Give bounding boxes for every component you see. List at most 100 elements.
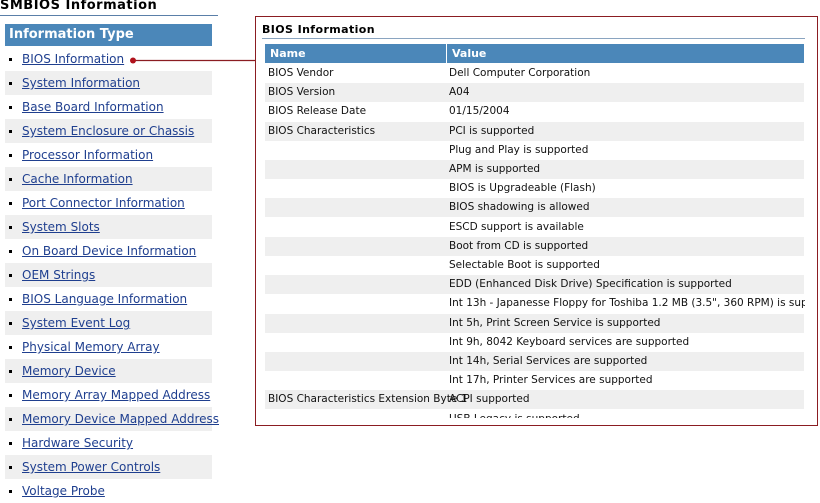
table-row: Boot from CD is supported (265, 236, 804, 256)
table-row: Selectable Boot is supported (265, 256, 804, 275)
value-cell: EDD (Enhanced Disk Drive) Specification … (449, 278, 732, 291)
value-cell: ACPI supported (449, 393, 530, 406)
bullet (9, 346, 12, 349)
table-row: BIOS shadowing is allowed (265, 198, 804, 218)
title-rule (0, 15, 218, 16)
name-cell: BIOS Release Date (268, 105, 367, 118)
sidebar-item: Hardware Security (5, 431, 212, 455)
value-cell: Int 5h, Print Screen Service is supporte… (449, 316, 661, 329)
value-cell: BIOS is Upgradeable (Flash) (449, 182, 596, 195)
sidebar-link[interactable]: Voltage Probe (22, 484, 105, 498)
sidebar-link[interactable]: System Event Log (22, 316, 131, 330)
sidebar-item: On Board Device Information (5, 239, 212, 263)
table: Name Value BIOS Vendor Dell Computer Corpor… (265, 44, 805, 418)
table-row: BIOS is Upgradeable (Flash) (265, 179, 804, 198)
table-row: BIOS Characteristics PCI is supported (265, 121, 804, 141)
sidebar-item: System Power Controls (5, 455, 212, 479)
page-title: SMBIOS Information (0, 0, 158, 13)
bullet (9, 178, 12, 181)
value-cell: Plug and Play is supported (449, 143, 589, 156)
column-header: Name (265, 44, 446, 63)
value-cell: Int 14h, Serial Services are supported (449, 355, 648, 367)
sidebar-item: System Enclosure or Chassis (5, 119, 212, 143)
sidebar-link[interactable]: BIOS Information (22, 52, 125, 66)
sidebar-link[interactable]: Memory Device (22, 364, 116, 378)
bullet (9, 82, 12, 85)
value-cell: Selectable Boot is supported (449, 259, 600, 271)
table-row: ESCD support is available (265, 218, 804, 237)
sidebar-link[interactable]: Port Connector Information (22, 196, 185, 210)
sidebar-item: Physical Memory Array (5, 335, 212, 359)
bullet (9, 466, 12, 469)
table-row: BIOS Version A04 (265, 83, 804, 103)
value-cell: Int 13h - Japanesse Floppy for Toshiba 1… (449, 297, 805, 310)
connector (130, 57, 256, 64)
sidebar-item: System Information (5, 71, 212, 95)
name-cell: BIOS Version (268, 86, 336, 99)
table-row: USB Legacy is supported (265, 410, 804, 418)
sidebar-link[interactable]: System Slots (22, 220, 100, 234)
name-cell: BIOS Characteristics Extension Byte 1 (268, 393, 468, 406)
sidebar-link[interactable]: System Power Controls (22, 460, 161, 474)
sidebar-item: BIOS Language Information (5, 287, 212, 311)
bullet (9, 58, 12, 61)
value-cell: ESCD support is available (449, 220, 584, 233)
bullet (9, 202, 12, 205)
sidebar-item: Memory Array Mapped Address (5, 383, 212, 407)
value-cell: Dell Computer Corporation (449, 67, 591, 79)
table-row: Int 14h, Serial Services are supported (265, 352, 804, 371)
sidebar-item: Port Connector Information (5, 191, 212, 215)
sidebar-item: BIOS Information (5, 47, 212, 71)
sidebar-link[interactable]: System Information (22, 76, 141, 90)
sidebar-link[interactable]: Hardware Security (22, 436, 134, 450)
panel-title: BIOS Information (262, 23, 375, 36)
table-row: BIOS Vendor Dell Computer Corporation (265, 64, 804, 83)
bullet (9, 106, 12, 109)
value-cell: APM is supported (449, 163, 541, 175)
sidebar-link[interactable]: System Enclosure or Chassis (22, 124, 195, 138)
value-cell: PCI is supported (449, 124, 535, 137)
table-row: APM is supported (265, 160, 804, 179)
value-cell: Int 9h, 8042 Keyboard services are suppo… (449, 335, 690, 348)
bullet (9, 250, 12, 253)
detail-panel (255, 16, 818, 426)
sidebar-item: Memory Device (5, 359, 212, 383)
bullet (9, 370, 12, 373)
value-cell: A04 (449, 86, 470, 99)
sidebar-item: Voltage Probe (5, 479, 212, 503)
sidebar-link[interactable]: Processor Information (22, 148, 154, 162)
name-cell: BIOS Vendor (268, 67, 334, 79)
sidebar-link[interactable]: On Board Device Information (22, 244, 197, 258)
bullet (9, 298, 12, 301)
bullet (9, 394, 12, 397)
sidebar-link[interactable]: Physical Memory Array (22, 340, 160, 354)
table-row: Plug and Play is supported (265, 141, 804, 160)
bullet (9, 274, 12, 277)
bullet (9, 154, 12, 157)
sidebar-link[interactable]: Base Board Information (22, 100, 164, 114)
table-row: Int 5h, Print Screen Service is supporte… (265, 313, 804, 333)
table-row: BIOS Characteristics Extension Byte 1 ACP… (265, 390, 804, 410)
sidebar-header: Information Type (5, 24, 212, 46)
name-cell: BIOS Characteristics (268, 124, 376, 137)
sidebar-link[interactable]: OEM Strings (22, 268, 96, 282)
table-row: BIOS Release Date 01/15/2004 (265, 102, 804, 121)
sidebar-link[interactable]: Memory Array Mapped Address (22, 388, 211, 402)
sidebar-link[interactable]: BIOS Language Information (22, 292, 188, 306)
sidebar-item: System Slots (5, 215, 212, 239)
bullet (9, 130, 12, 133)
bullet (9, 226, 12, 229)
table-row: Int 9h, 8042 Keyboard services are suppo… (265, 333, 804, 352)
sidebar-link[interactable]: Memory Device Mapped Address (22, 412, 220, 426)
sidebar-link[interactable]: Cache Information (22, 172, 133, 186)
sidebar-item: System Event Log (5, 311, 212, 335)
column-header: Value (447, 44, 804, 63)
panel-rule (262, 38, 805, 39)
sidebar-item: OEM Strings (5, 263, 212, 287)
value-cell: 01/15/2004 (449, 105, 510, 118)
value-cell: Int 17h, Printer Services are supported (449, 374, 653, 387)
sidebar-item: Memory Device Mapped Address (5, 407, 219, 431)
bullet (9, 442, 12, 445)
sidebar-item: Processor Information (5, 143, 212, 167)
